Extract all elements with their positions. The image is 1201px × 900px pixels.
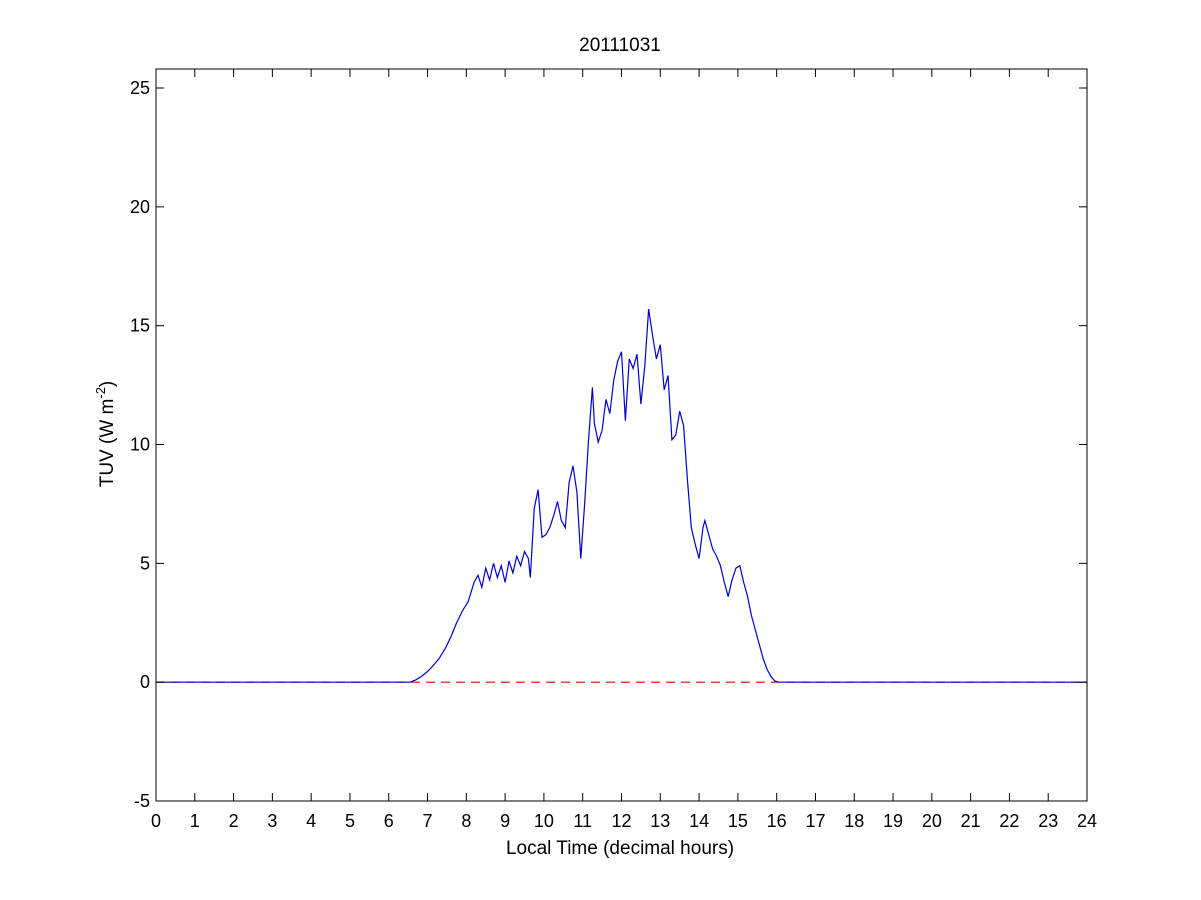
x-tick-label: 17 xyxy=(805,811,825,831)
x-tick-label: 11 xyxy=(573,811,592,831)
x-tick-label: 15 xyxy=(728,811,748,831)
x-axis-label: Local Time (decimal hours) xyxy=(506,838,734,859)
x-tick-label: 2 xyxy=(229,811,239,831)
y-tick-label: 15 xyxy=(130,316,150,336)
y-axis-label: TUV (W m-2) xyxy=(93,381,118,488)
x-tick-label: 1 xyxy=(190,811,200,831)
y-axis-label-base: TUV (W m xyxy=(97,399,118,488)
y-tick-label: 20 xyxy=(130,197,150,217)
x-tick-label: 24 xyxy=(1077,811,1097,831)
plot-area: 0 1 2 3 4 5 6 7 8 9 10 11 12 13 14 15 16 17 18 19 20 21 22 23 24… xyxy=(130,68,1097,831)
x-tick-label: 16 xyxy=(767,811,787,831)
x-tick-label: 19 xyxy=(883,811,903,831)
series-layer xyxy=(156,308,1087,683)
y-tick-label: 10 xyxy=(130,435,150,455)
x-axis-ticks: 0 1 2 3 4 5 6 7 8 9 10 11 12 13 14 15 16 17 18 19 20 21 22 23 24 xyxy=(151,69,1097,831)
x-tick-label: 6 xyxy=(384,811,394,831)
x-tick-label: 18 xyxy=(844,811,864,831)
y-tick-label: 5 xyxy=(140,553,150,573)
x-tick-label: 4 xyxy=(306,811,316,831)
x-tick-label: 22 xyxy=(999,811,1019,831)
y-tick-label: 0 xyxy=(140,672,150,692)
y-axis-label-close: ) xyxy=(97,381,118,387)
x-tick-label: 0 xyxy=(151,811,161,831)
series-line-0 xyxy=(156,308,1087,683)
y-tick-label: -5 xyxy=(134,791,150,811)
x-tick-label: 9 xyxy=(500,811,510,831)
x-tick-label: 12 xyxy=(611,811,631,831)
x-tick-label: 21 xyxy=(961,811,981,831)
x-tick-label: 5 xyxy=(345,811,355,831)
axes-box xyxy=(155,68,1088,802)
x-tick-label: 8 xyxy=(461,811,471,831)
x-tick-label: 23 xyxy=(1038,811,1058,831)
x-tick-label: 10 xyxy=(534,811,554,831)
y-tick-label: 25 xyxy=(130,78,150,98)
y-axis-label-superscript: -2 xyxy=(93,387,108,399)
x-tick-label: 3 xyxy=(267,811,277,831)
x-tick-label: 14 xyxy=(689,811,709,831)
chart-title: 20111031 xyxy=(579,35,661,56)
y-axis-ticks: -5 0 5 10 15 20 25 xyxy=(130,78,1087,811)
x-tick-label: 13 xyxy=(650,811,670,831)
x-tick-label: 20 xyxy=(922,811,942,831)
x-tick-label: 7 xyxy=(423,811,433,831)
